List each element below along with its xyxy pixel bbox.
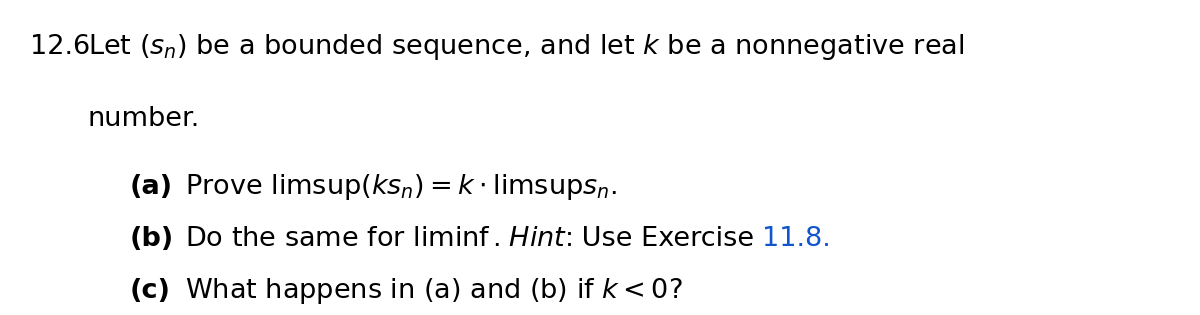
Text: What happens in (a) and (b) if $k < 0$?: What happens in (a) and (b) if $k < 0$? [185,276,683,306]
Text: (c): (c) [130,278,172,304]
Text: (b): (b) [130,226,174,252]
Text: $\mathit{Hint}$:: $\mathit{Hint}$: [500,226,572,252]
Text: 11.8.: 11.8. [762,226,832,252]
Text: Prove $\lim\sup(ks_n) = k \cdot \lim\sup s_n$.: Prove $\lim\sup(ks_n) = k \cdot \lim\sup… [185,172,617,202]
Text: Let $(s_n)$ be a bounded sequence, and let $k$ be a nonnegative real: Let $(s_n)$ be a bounded sequence, and l… [88,32,965,61]
Text: (a): (a) [130,174,173,200]
Text: 12.6: 12.6 [30,34,90,60]
Text: Do the same for $\lim\inf$.: Do the same for $\lim\inf$. [185,226,500,252]
Text: Use Exercise: Use Exercise [572,226,762,252]
Text: number.: number. [88,106,200,132]
